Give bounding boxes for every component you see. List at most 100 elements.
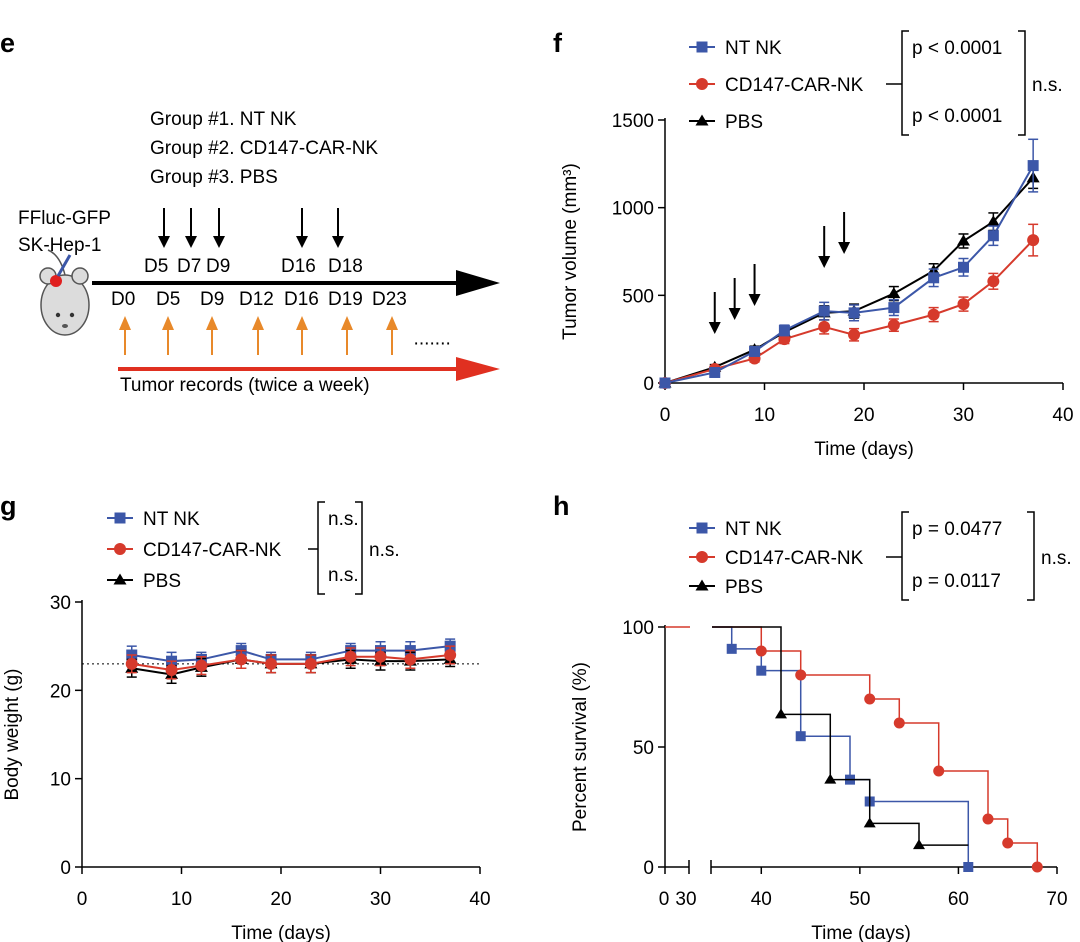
x-tick-label-0: 0 (659, 889, 670, 910)
record-day-d19: D19 (328, 289, 363, 310)
record-day-d16: D16 (284, 289, 319, 310)
stats-outer: n.s. (369, 540, 400, 561)
treatment-arrowhead-day-16 (818, 256, 831, 268)
survival-step-nt-nk (712, 626, 970, 867)
record-day-d23: D23 (372, 289, 407, 310)
stats-p1: p < 0.0001 (912, 38, 1002, 59)
series-nt-nk (659, 138, 1039, 389)
survival-event-pbs-day-47 (824, 773, 837, 784)
x-tick-label-30: 30 (675, 889, 696, 910)
legend-marker-cd147-car-nk (696, 78, 708, 90)
treatment-arrowhead-day-18 (838, 242, 851, 254)
y-tick-label-0: 0 (643, 374, 654, 395)
point-nt-nk-day-33 (987, 230, 999, 242)
record-day-d9: D9 (200, 289, 224, 310)
y-tick-label-1000: 1000 (612, 199, 654, 220)
y-tick-label-0: 0 (60, 858, 71, 879)
record-day-labels: D0 D5 D9 D12 D16 D19 D23 (111, 289, 407, 310)
legend-marker-cd147-car-nk (114, 543, 126, 555)
point-nt-nk-day-27 (928, 272, 940, 284)
point-nt-nk-day-19 (848, 307, 860, 319)
legend-label-cd147-car-nk: CD147-CAR-NK (725, 548, 864, 569)
survival-event-cd147-car-nk-day-40 (755, 645, 767, 657)
x-axis-label: Time (days) (231, 923, 331, 942)
point-cd147-car-nk-day-33 (987, 275, 1000, 288)
point-cd147-car-nk-day-37 (444, 649, 457, 661)
legend-marker-nt-nk (696, 41, 708, 53)
point-cd147-car-nk-day-19 (848, 328, 861, 341)
survival-event-nt-nk-day-61 (963, 862, 974, 872)
stats-p1: p = 0.0477 (912, 519, 1002, 540)
record-day-d12: D12 (239, 289, 274, 310)
group-1-label: Group #1. NT NK (150, 109, 297, 130)
y-tick-label-20: 20 (50, 681, 71, 702)
point-pbs-day-23 (887, 287, 901, 299)
point-nt-nk-day-30 (958, 261, 969, 273)
treatment-arrowhead-d18 (332, 236, 344, 248)
record-arrowhead-d0 (119, 316, 131, 330)
stats-bracket-right (1018, 30, 1026, 136)
point-nt-nk-day-16 (818, 305, 830, 317)
panel-f-letter: f (553, 28, 563, 58)
point-cd147-car-nk-day-23 (304, 657, 317, 670)
treatment-day-d9: D9 (206, 256, 230, 277)
legend-label-nt-nk: NT NK (143, 509, 200, 530)
survival-event-pbs-day-42 (775, 708, 787, 719)
stats-outer: n.s. (1041, 548, 1072, 569)
survival-event-cd147-car-nk-day-44 (795, 669, 807, 681)
survival-event-nt-nk-day-40 (756, 665, 767, 676)
legend-marker-pbs (113, 573, 127, 585)
treatment-arrowhead-day-9 (748, 294, 761, 306)
group-2-label: Group #2. CD147-CAR-NK (150, 138, 378, 159)
legend-marker-pbs (695, 114, 709, 126)
y-tick-label-50: 50 (633, 738, 654, 759)
survival-step-pbs (712, 626, 969, 846)
x-tick-label-50: 50 (849, 889, 870, 910)
treatment-day-d18: D18 (328, 256, 363, 277)
stats-p2: p = 0.0117 (912, 571, 1001, 592)
x-tick-label-0: 0 (77, 889, 88, 910)
stats-p1: n.s. (328, 509, 359, 530)
point-cd147-car-nk-day-27 (344, 650, 357, 663)
record-day-d0: D0 (111, 289, 135, 310)
y-tick-label-30: 30 (50, 593, 71, 614)
survival-event-cd147-car-nk-day-65 (1002, 837, 1014, 849)
y-tick-label-10: 10 (50, 770, 71, 791)
x-tick-label-20: 20 (270, 889, 291, 910)
legend-label-pbs: PBS (725, 112, 763, 133)
series-cd147-car-nk (125, 645, 457, 680)
legend-marker-pbs (695, 579, 709, 591)
treatment-arrowhead-day-7 (728, 308, 741, 320)
point-cd147-car-nk-day-27 (927, 308, 940, 321)
x-tick-label-40: 40 (469, 889, 490, 910)
record-arrowhead-d5 (162, 316, 174, 330)
legend-label-pbs: PBS (725, 577, 763, 598)
legend-marker-cd147-car-nk (696, 551, 708, 563)
x-tick-label-10: 10 (171, 889, 192, 910)
survival-event-cd147-car-nk-day-54 (893, 717, 905, 729)
series-nt-nk (712, 626, 974, 872)
x-tick-label-30: 30 (953, 405, 974, 426)
legend-label-cd147-car-nk: CD147-CAR-NK (143, 540, 282, 561)
legend-label-cd147-car-nk: CD147-CAR-NK (725, 75, 864, 96)
point-cd147-car-nk-day-30 (374, 650, 387, 663)
record-arrowhead-d19 (341, 316, 353, 330)
y-axis-label: Body weight (g) (2, 668, 23, 800)
survival-legend: NT NK CD147-CAR-NK PBS p = 0.0477 p = 0.0117… (689, 511, 1072, 601)
treatment-arrowhead-day-5 (708, 322, 721, 334)
record-day-d5: D5 (156, 289, 180, 310)
stats-bracket-left (901, 30, 909, 136)
series-line-cd147-car-nk (131, 654, 451, 672)
point-nt-nk-day-5 (709, 366, 721, 378)
point-nt-nk-day-9 (749, 345, 761, 357)
point-cd147-car-nk-day-37 (1027, 234, 1040, 247)
y-tick-label-1500: 1500 (612, 111, 654, 132)
series-pbs (712, 626, 969, 850)
point-cd147-car-nk-day-12 (195, 659, 208, 672)
y-tick-label-100: 100 (622, 618, 654, 639)
stats-p2: p < 0.0001 (912, 106, 1002, 127)
point-cd147-car-nk-day-5 (125, 657, 138, 670)
